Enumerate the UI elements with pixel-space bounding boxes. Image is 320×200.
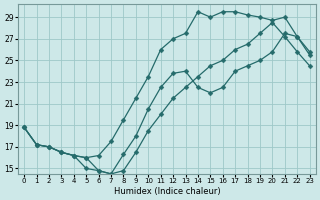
X-axis label: Humidex (Indice chaleur): Humidex (Indice chaleur) [114, 187, 220, 196]
